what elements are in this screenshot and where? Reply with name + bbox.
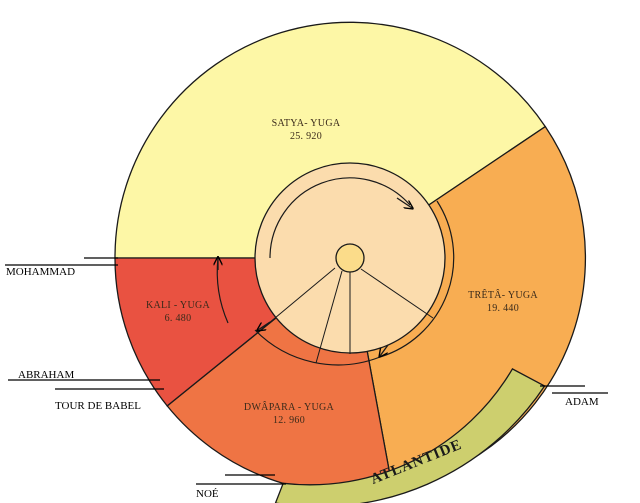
satya-yuga-segment [114,21,547,259]
kali-yuga-value: 6. 480 [165,313,192,324]
hub-circle [335,243,365,273]
spiral-path [269,177,411,259]
tour-de-babel-label: TOUR DE BABEL [55,400,141,412]
adam-label: ADAM [565,396,599,408]
satya-yuga-value: 25. 920 [290,131,322,142]
mohammad-label: MOHAMMAD [6,266,75,278]
spiral-path-2 [379,200,455,358]
dwapara-yuga-label: DWÂPARA - YUGA [244,401,335,413]
satya-yuga-label: SATYA- YUGA [272,118,341,129]
noe-label: NOÉ [196,488,219,500]
treta-yuga-value: 19. 440 [487,303,519,314]
abraham-label: ABRAHAM [18,369,74,381]
treta-yuga-label: TRÊTÂ- YUGA [468,289,538,301]
spiral-path-3 [254,329,381,366]
kali-yuga-label: KALI - YUGA [146,300,211,311]
marker-lines [5,257,608,485]
cycle-arrows [218,197,412,356]
dwapara-yuga-value: 12. 960 [273,415,305,426]
